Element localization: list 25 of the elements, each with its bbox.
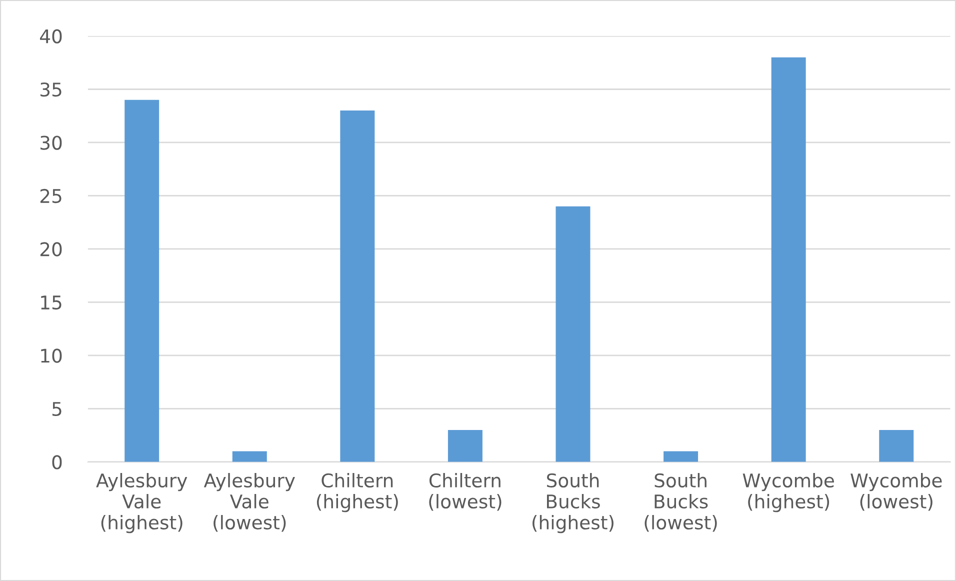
bar — [556, 206, 590, 462]
bar — [664, 451, 698, 462]
y-tick-label: 5 — [52, 402, 62, 416]
x-tick-label: Wycombe (highest) — [742, 473, 834, 512]
y-tick-label: 10 — [41, 348, 62, 363]
y-tick-label: 40 — [40, 29, 62, 44]
x-tick-label: Aylesbury Vale (highest) — [96, 473, 188, 534]
bar — [340, 110, 375, 462]
y-tick-label: 35 — [40, 82, 62, 97]
x-tick-label: South Bucks (lowest) — [644, 473, 717, 532]
bar — [448, 430, 482, 462]
x-tick-label: Wycombe (lowest) — [850, 473, 942, 511]
y-tick-label: 0 — [52, 455, 62, 470]
x-tick-label: Chiltern (lowest) — [429, 473, 502, 511]
y-tick-label: 30 — [40, 136, 62, 150]
bar — [771, 57, 806, 462]
y-tick-label: 25 — [40, 188, 62, 204]
y-tick-label: 15 — [41, 296, 62, 310]
x-tick-label: Chiltern (highest) — [316, 473, 398, 512]
y-tick-label: 20 — [40, 242, 62, 256]
x-tick-label: South Bucks (highest) — [532, 473, 614, 534]
bar — [232, 451, 267, 462]
x-tick-label: Aylesbury Vale (lowest) — [204, 473, 295, 532]
bar — [879, 430, 914, 462]
bar — [124, 100, 160, 462]
